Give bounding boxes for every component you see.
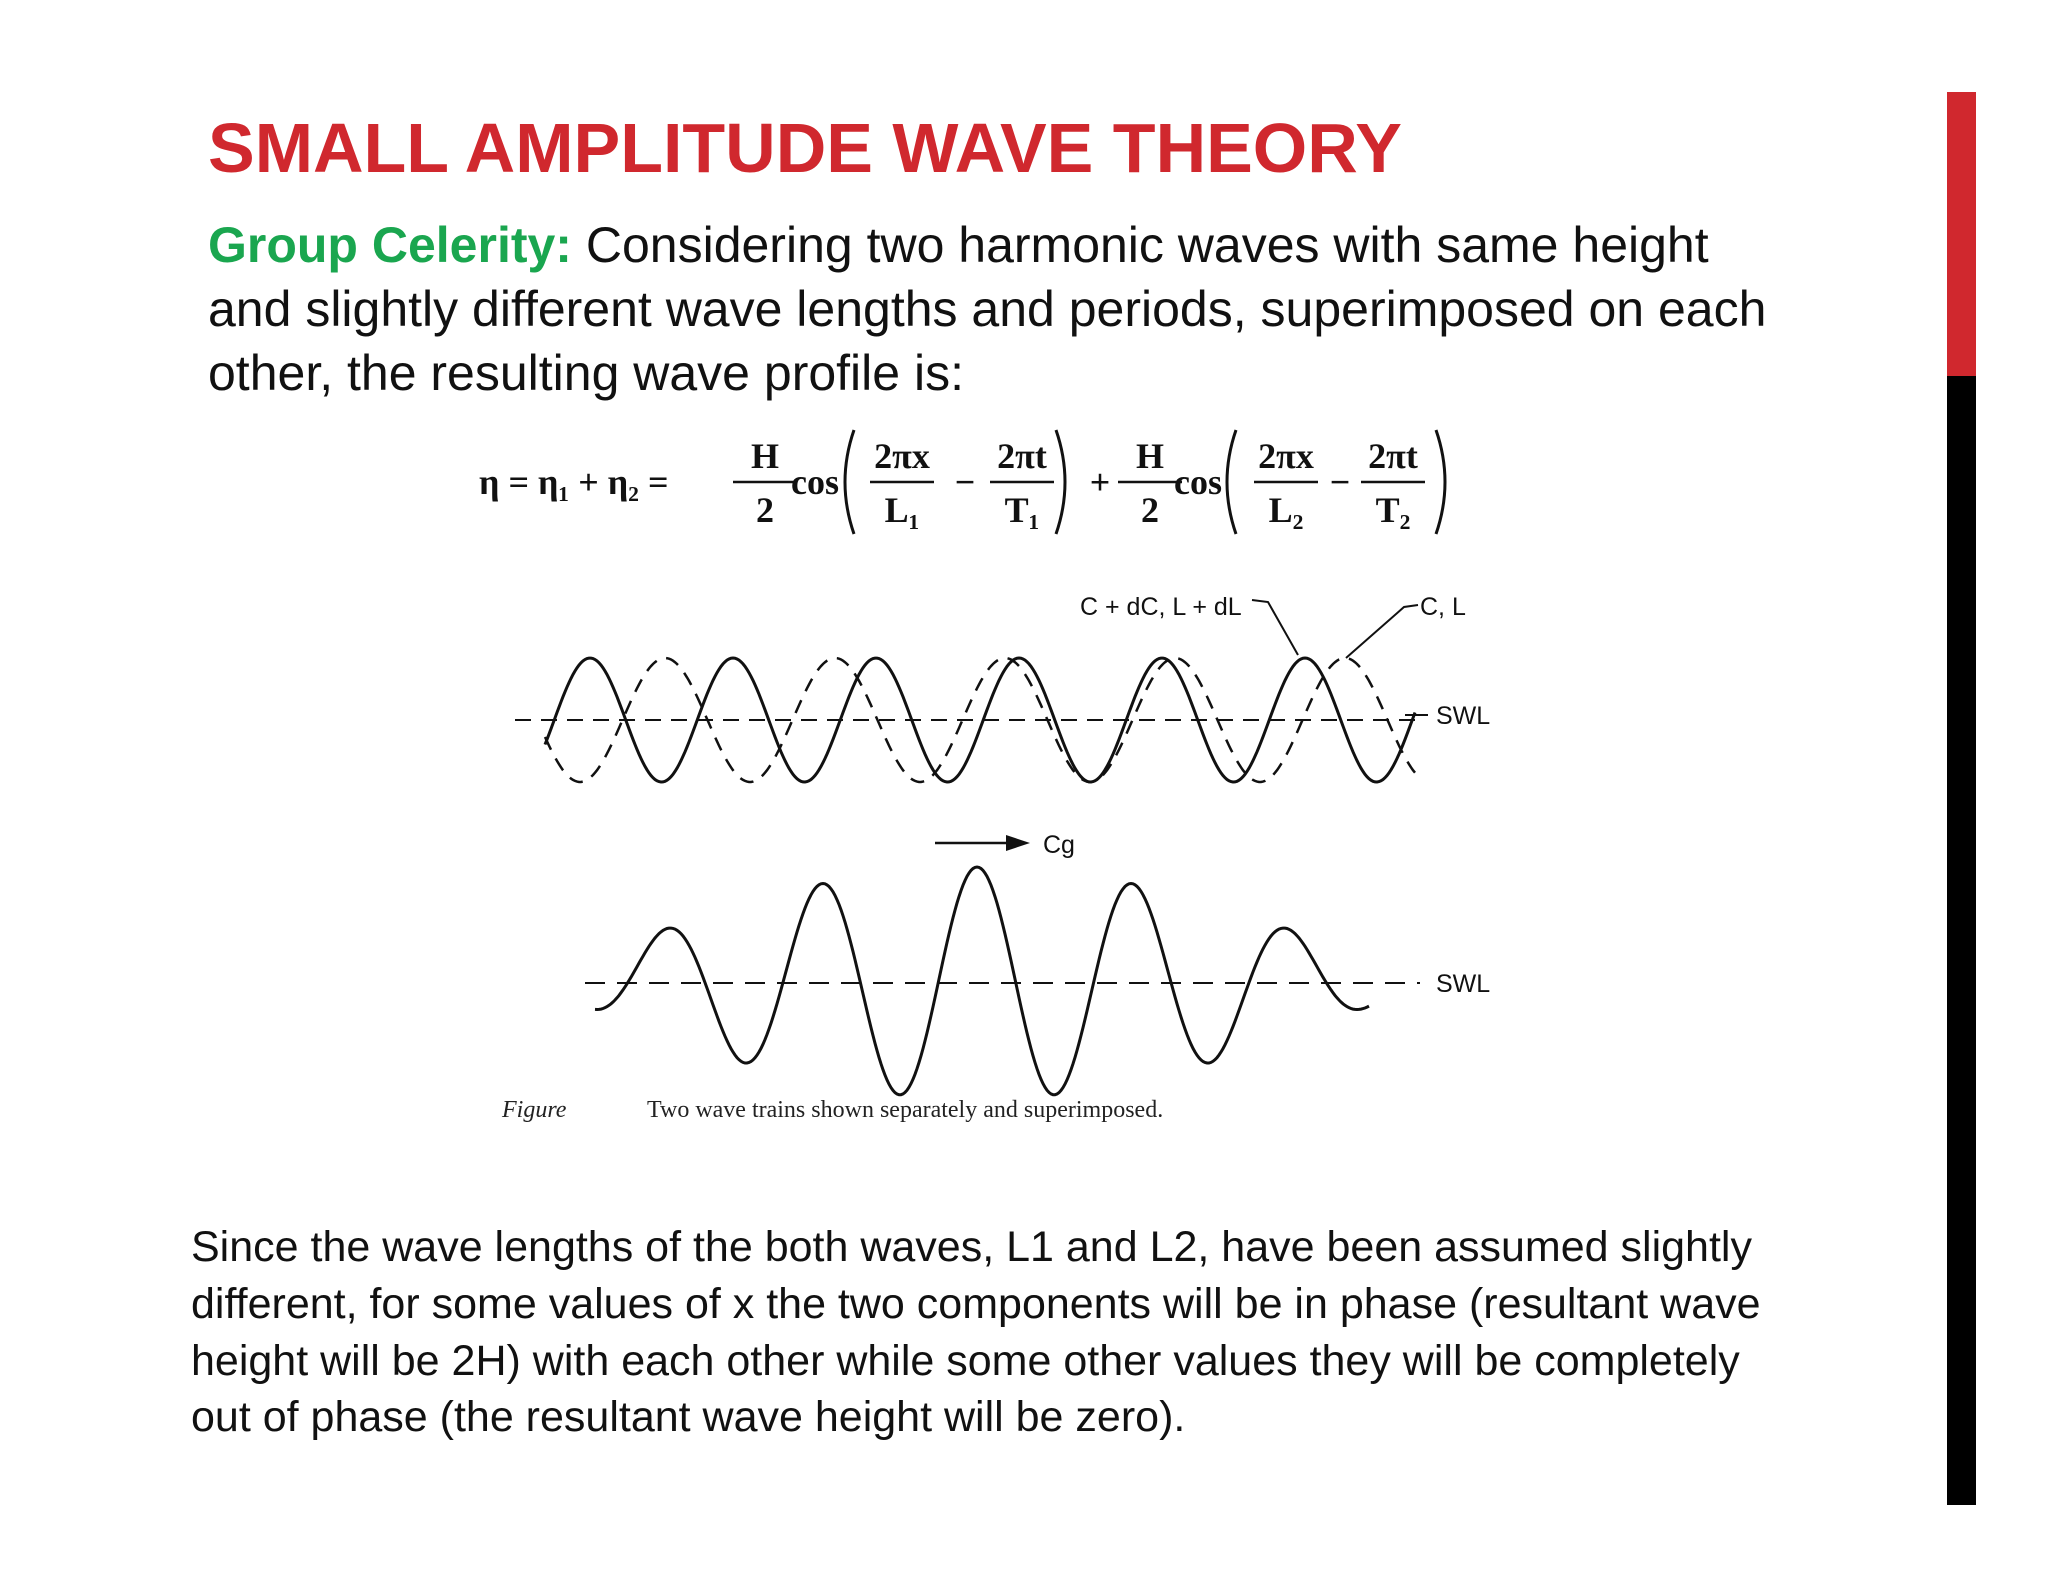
minus-sign: − <box>1330 462 1351 502</box>
fraction-numerator: 2πx <box>874 436 930 476</box>
conclusion-line: height will be 2H) with each other while… <box>191 1337 1740 1385</box>
parenthesis <box>843 429 856 535</box>
conclusion-line: out of phase (the resultant wave height … <box>191 1393 1185 1441</box>
fraction-numerator: 2πt <box>1368 436 1418 476</box>
fraction-numerator: H <box>1136 436 1164 476</box>
fraction-numerator: 2πx <box>1258 436 1314 476</box>
accent-bar-black <box>1947 376 1976 1505</box>
fraction-denominator: T₁ <box>1005 490 1040 530</box>
intro-line: Group Celerity: Considering two harmonic… <box>208 217 1709 273</box>
fraction-numerator: H <box>751 436 779 476</box>
intro-label: Group Celerity: <box>208 217 572 273</box>
caption-text: Two wave trains shown separately and sup… <box>647 1097 1163 1123</box>
slide-title: SMALL AMPLITUDE WAVE THEORY <box>208 109 1402 187</box>
fraction-denominator: 2 <box>1141 490 1159 530</box>
wave-dashed <box>543 656 1416 784</box>
wave-label: C, L <box>1420 593 1466 621</box>
plus-sign: + <box>1090 462 1111 502</box>
swl-label: SWL <box>1436 970 1490 998</box>
fraction-denominator: T₂ <box>1376 490 1411 530</box>
intro-text: other, the resulting wave profile is: <box>208 345 964 401</box>
minus-sign: − <box>955 462 976 502</box>
group-celerity-label: Cg <box>1043 831 1075 859</box>
parenthesis <box>1434 429 1447 535</box>
wave-label: C + dC, L + dL <box>1080 593 1242 621</box>
fraction-denominator: L₂ <box>1269 490 1304 530</box>
parenthesis <box>1054 429 1067 535</box>
caption-label: Figure <box>501 1097 567 1123</box>
fraction-denominator: L₁ <box>885 490 920 530</box>
accent-bar-red <box>1947 92 1976 376</box>
parenthesis <box>1225 429 1238 535</box>
intro-line: and slightly different wave lengths and … <box>208 281 1766 337</box>
leader-line <box>1251 599 1299 656</box>
leader-line <box>1345 604 1419 659</box>
intro-line: other, the resulting wave profile is: <box>208 345 964 401</box>
fraction-denominator: 2 <box>756 490 774 530</box>
arrow-head <box>1006 835 1030 851</box>
conclusion-line: different, for some values of x the two … <box>191 1280 1761 1328</box>
fraction-numerator: 2πt <box>997 436 1047 476</box>
wave-superimposed <box>594 865 1370 1097</box>
function-name: cos <box>1174 462 1222 502</box>
intro-text: Considering two harmonic waves with same… <box>586 217 1709 273</box>
swl-label: SWL <box>1436 702 1490 730</box>
intro-text: and slightly different wave lengths and … <box>208 281 1766 337</box>
conclusion-line: Since the wave lengths of the both waves… <box>191 1223 1752 1271</box>
wave-solid <box>543 656 1417 784</box>
equation-lhs: η = η₁ + η₂ = <box>479 462 668 502</box>
function-name: cos <box>791 462 839 502</box>
